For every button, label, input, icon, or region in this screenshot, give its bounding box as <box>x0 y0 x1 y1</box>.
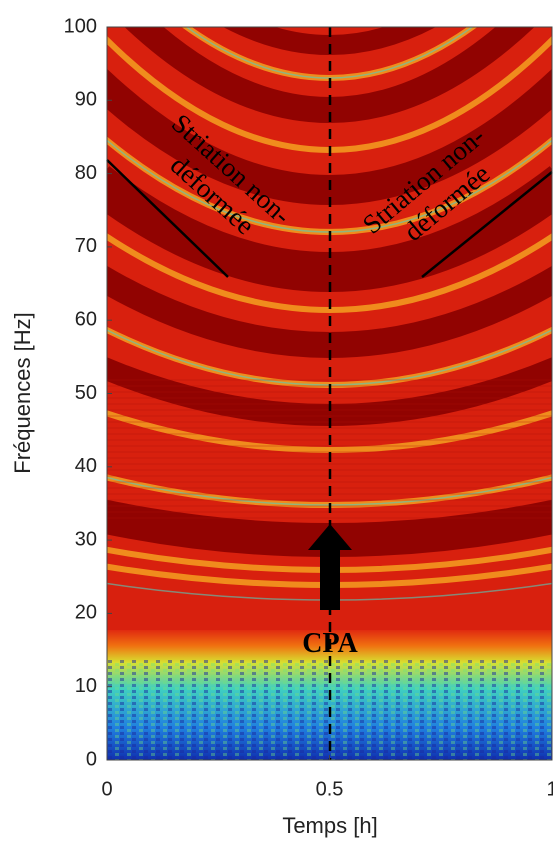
y-tick-label: 10 <box>75 675 97 697</box>
y-tick-label: 60 <box>75 308 97 330</box>
cpa-arrow-shaft <box>320 550 340 610</box>
y-tick-label: 50 <box>75 382 97 404</box>
striation-band <box>124 27 535 123</box>
striation-band <box>107 233 552 313</box>
y-tick-label: 40 <box>75 455 97 477</box>
y-tick-label: 90 <box>75 89 97 111</box>
striation-band <box>107 357 552 426</box>
x-tick-label: 0 <box>101 778 112 800</box>
x-tick-label: 0.5 <box>316 778 344 800</box>
striation-band <box>107 410 552 453</box>
striation-line <box>421 171 553 278</box>
y-tick-label: 100 <box>64 15 97 37</box>
x-axis-label: Temps [h] <box>282 813 377 838</box>
striation-line <box>106 159 229 278</box>
x-tick-label: 1 <box>546 778 553 800</box>
y-tick-label: 0 <box>86 748 97 770</box>
y-tick-label: 80 <box>75 162 97 184</box>
striation-band <box>107 265 552 358</box>
y-tick-label: 20 <box>75 602 97 624</box>
y-axis-label: Fréquences [Hz] <box>10 312 35 473</box>
y-tick-label: 30 <box>75 528 97 550</box>
arrow-label: CPA <box>302 628 358 659</box>
y-tick-label: 70 <box>75 235 97 257</box>
cpa-arrow-head <box>308 524 352 550</box>
